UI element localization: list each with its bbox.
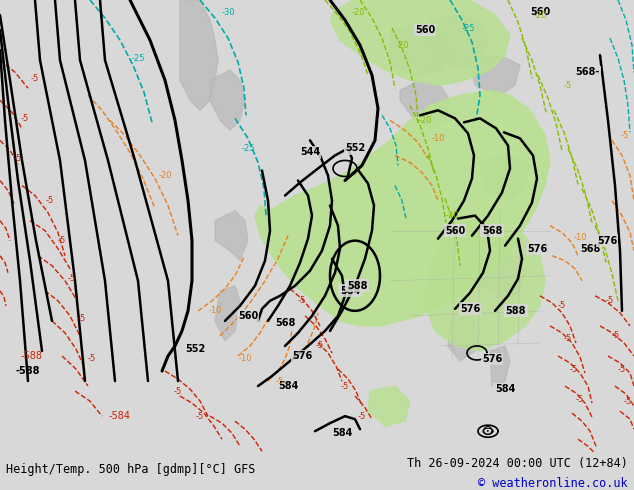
Text: -5: -5 bbox=[570, 365, 578, 373]
Text: -20: -20 bbox=[351, 7, 365, 17]
Text: 560: 560 bbox=[415, 25, 435, 35]
Text: -584: -584 bbox=[109, 411, 131, 421]
Text: 576: 576 bbox=[597, 236, 617, 245]
Text: -10: -10 bbox=[208, 306, 222, 316]
Text: 588: 588 bbox=[347, 281, 367, 291]
Polygon shape bbox=[480, 155, 530, 200]
Text: -10: -10 bbox=[431, 134, 444, 143]
Text: -5: -5 bbox=[624, 396, 632, 406]
Text: -5: -5 bbox=[298, 296, 306, 305]
Text: 560: 560 bbox=[530, 7, 550, 17]
Polygon shape bbox=[255, 90, 550, 326]
Text: -25: -25 bbox=[242, 144, 255, 153]
Polygon shape bbox=[330, 0, 510, 85]
Text: -10: -10 bbox=[573, 233, 586, 242]
Text: -5: -5 bbox=[621, 131, 629, 140]
Polygon shape bbox=[470, 55, 520, 95]
Text: 576: 576 bbox=[482, 354, 502, 364]
Text: -5: -5 bbox=[68, 274, 76, 283]
Text: Height/Temp. 500 hPa [gdmp][°C] GFS: Height/Temp. 500 hPa [gdmp][°C] GFS bbox=[6, 463, 256, 476]
Polygon shape bbox=[215, 211, 248, 261]
Text: -5: -5 bbox=[58, 236, 66, 245]
Text: -588: -588 bbox=[16, 366, 40, 376]
Text: ⊙: ⊙ bbox=[482, 424, 494, 438]
Text: -5: -5 bbox=[558, 301, 566, 310]
Polygon shape bbox=[210, 70, 245, 130]
Polygon shape bbox=[368, 386, 410, 426]
Text: 576: 576 bbox=[460, 304, 480, 314]
Text: -30: -30 bbox=[221, 7, 235, 17]
Text: 568-: 568- bbox=[575, 67, 599, 77]
Text: -588: -588 bbox=[21, 351, 43, 361]
Text: -25: -25 bbox=[131, 54, 145, 63]
Text: 584: 584 bbox=[332, 428, 353, 438]
Polygon shape bbox=[390, 25, 450, 75]
Polygon shape bbox=[490, 346, 510, 386]
Text: © weatheronline.co.uk: © weatheronline.co.uk bbox=[478, 477, 628, 490]
Text: 584: 584 bbox=[340, 286, 360, 296]
Text: 576: 576 bbox=[292, 351, 312, 361]
Polygon shape bbox=[430, 15, 490, 70]
Text: -5: -5 bbox=[78, 315, 86, 323]
Text: 560: 560 bbox=[238, 311, 258, 321]
Text: -5: -5 bbox=[316, 342, 324, 350]
Text: 568: 568 bbox=[580, 244, 600, 254]
Text: -5: -5 bbox=[46, 196, 54, 205]
Text: -5: -5 bbox=[564, 335, 572, 343]
Text: -10: -10 bbox=[238, 354, 252, 364]
Text: -20: -20 bbox=[395, 41, 409, 49]
Text: -20: -20 bbox=[158, 171, 172, 180]
Text: 560: 560 bbox=[445, 225, 465, 236]
Text: -5: -5 bbox=[88, 354, 96, 364]
Text: -20: -20 bbox=[533, 11, 547, 20]
Text: -25: -25 bbox=[462, 24, 475, 32]
Polygon shape bbox=[448, 316, 480, 361]
Text: -5: -5 bbox=[606, 296, 614, 305]
Text: 552: 552 bbox=[185, 344, 205, 354]
Polygon shape bbox=[425, 220, 545, 351]
Text: 588: 588 bbox=[506, 306, 526, 316]
Text: 544: 544 bbox=[300, 147, 320, 157]
Text: 584: 584 bbox=[278, 381, 298, 391]
Text: -5: -5 bbox=[196, 412, 204, 420]
Text: -5: -5 bbox=[276, 376, 284, 386]
Text: -5: -5 bbox=[14, 154, 22, 163]
Text: 584: 584 bbox=[495, 384, 515, 394]
Polygon shape bbox=[180, 0, 218, 110]
Text: -5: -5 bbox=[576, 394, 584, 404]
Text: -5: -5 bbox=[31, 74, 39, 83]
Text: -5: -5 bbox=[358, 412, 366, 420]
Text: -5: -5 bbox=[174, 387, 182, 395]
Polygon shape bbox=[480, 256, 525, 301]
Text: -20: -20 bbox=[418, 116, 432, 125]
Text: Th 26-09-2024 00:00 UTC (12+84): Th 26-09-2024 00:00 UTC (12+84) bbox=[407, 457, 628, 470]
Text: -5: -5 bbox=[341, 382, 349, 391]
Text: 552: 552 bbox=[345, 144, 365, 153]
Text: -5: -5 bbox=[564, 81, 572, 90]
Text: 576: 576 bbox=[527, 244, 547, 254]
Polygon shape bbox=[400, 80, 450, 130]
Text: 568: 568 bbox=[482, 225, 502, 236]
Polygon shape bbox=[215, 286, 240, 341]
Text: 568: 568 bbox=[275, 318, 295, 328]
Text: -5: -5 bbox=[612, 331, 620, 341]
Text: -20: -20 bbox=[445, 211, 459, 220]
Text: -5: -5 bbox=[618, 365, 626, 373]
Text: -5: -5 bbox=[21, 114, 29, 123]
